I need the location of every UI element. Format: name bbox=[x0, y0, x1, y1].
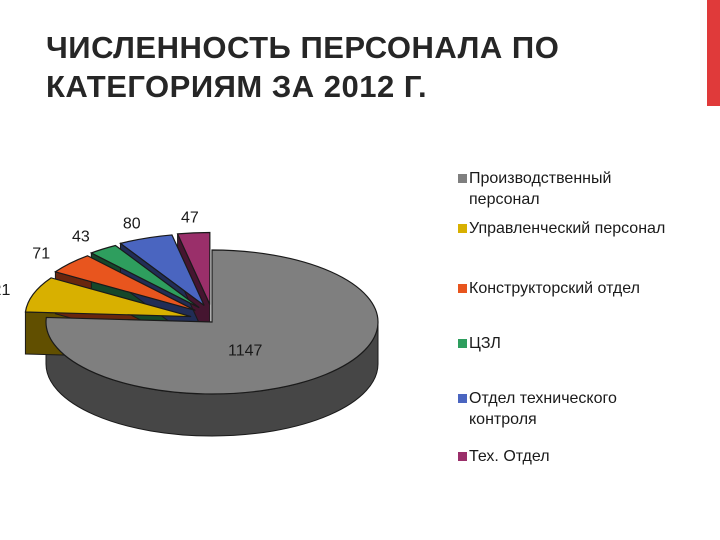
legend-label: Конструкторский отдел bbox=[469, 280, 640, 297]
legend-label: Производственный персонал bbox=[469, 170, 612, 208]
legend-swatch bbox=[458, 174, 467, 183]
legend-label: Управленческий персонал bbox=[469, 220, 666, 237]
legend-item: Отдел технического контроля bbox=[458, 388, 678, 446]
pie-slice bbox=[24, 277, 192, 318]
pie-data-label: 71 bbox=[32, 245, 50, 262]
pie-slice bbox=[176, 231, 211, 305]
legend-swatch bbox=[458, 394, 467, 403]
legend-item: Производственный персонал bbox=[458, 168, 678, 218]
legend-item: ЦЗЛ bbox=[458, 333, 678, 388]
pie-data-label: 47 bbox=[181, 209, 199, 226]
legend-swatch bbox=[458, 452, 467, 461]
pie-data-label: 80 bbox=[123, 216, 141, 233]
legend-item: Конструкторский отдел bbox=[458, 278, 678, 333]
legend-label: ЦЗЛ bbox=[469, 335, 501, 352]
slide-title: ЧИСЛЕННОСТЬ ПЕРСОНАЛА ПО КАТЕГОРИЯМ ЗА 2… bbox=[46, 28, 686, 106]
legend-label: Тех. Отдел bbox=[469, 448, 550, 465]
pie-slice bbox=[119, 234, 205, 307]
legend-swatch bbox=[458, 339, 467, 348]
legend-swatch bbox=[458, 284, 467, 293]
legend-item: Тех. Отдел bbox=[458, 446, 678, 470]
legend-item: Управленческий персонал bbox=[458, 218, 678, 278]
pie-data-label: 1147 bbox=[228, 343, 263, 360]
pie-slice bbox=[53, 255, 196, 312]
legend-label: Отдел технического контроля bbox=[469, 390, 617, 428]
pie-slice bbox=[89, 244, 200, 309]
accent-bar bbox=[707, 0, 720, 106]
legend-swatch bbox=[458, 224, 467, 233]
pie-data-label: 43 bbox=[72, 229, 90, 246]
slide-title-line-2: КАТЕГОРИЯМ ЗА 2012 Г. bbox=[46, 69, 428, 104]
pie-tops bbox=[24, 231, 379, 395]
chart-legend: Производственный персонал Управленческий… bbox=[458, 168, 678, 470]
slide-title-line-1: ЧИСЛЕННОСТЬ ПЕРСОНАЛА ПО bbox=[46, 30, 560, 65]
pie-slice bbox=[45, 249, 379, 395]
pie-labels: 1147 121 71 43 80 47 bbox=[0, 209, 263, 359]
pie-data-label: 121 bbox=[0, 282, 10, 299]
